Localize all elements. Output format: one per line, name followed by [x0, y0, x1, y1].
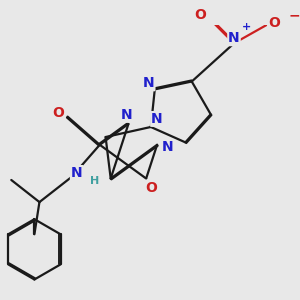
- Text: O: O: [52, 106, 64, 120]
- Text: −: −: [289, 8, 300, 22]
- Text: O: O: [145, 181, 157, 195]
- Text: N: N: [228, 31, 240, 45]
- Text: +: +: [242, 22, 251, 32]
- Text: O: O: [194, 8, 206, 22]
- Text: N: N: [71, 166, 82, 180]
- Text: O: O: [268, 16, 280, 30]
- Text: N: N: [143, 76, 154, 90]
- Text: H: H: [90, 176, 99, 186]
- Text: N: N: [151, 112, 163, 126]
- Text: N: N: [161, 140, 173, 154]
- Text: N: N: [121, 108, 132, 122]
